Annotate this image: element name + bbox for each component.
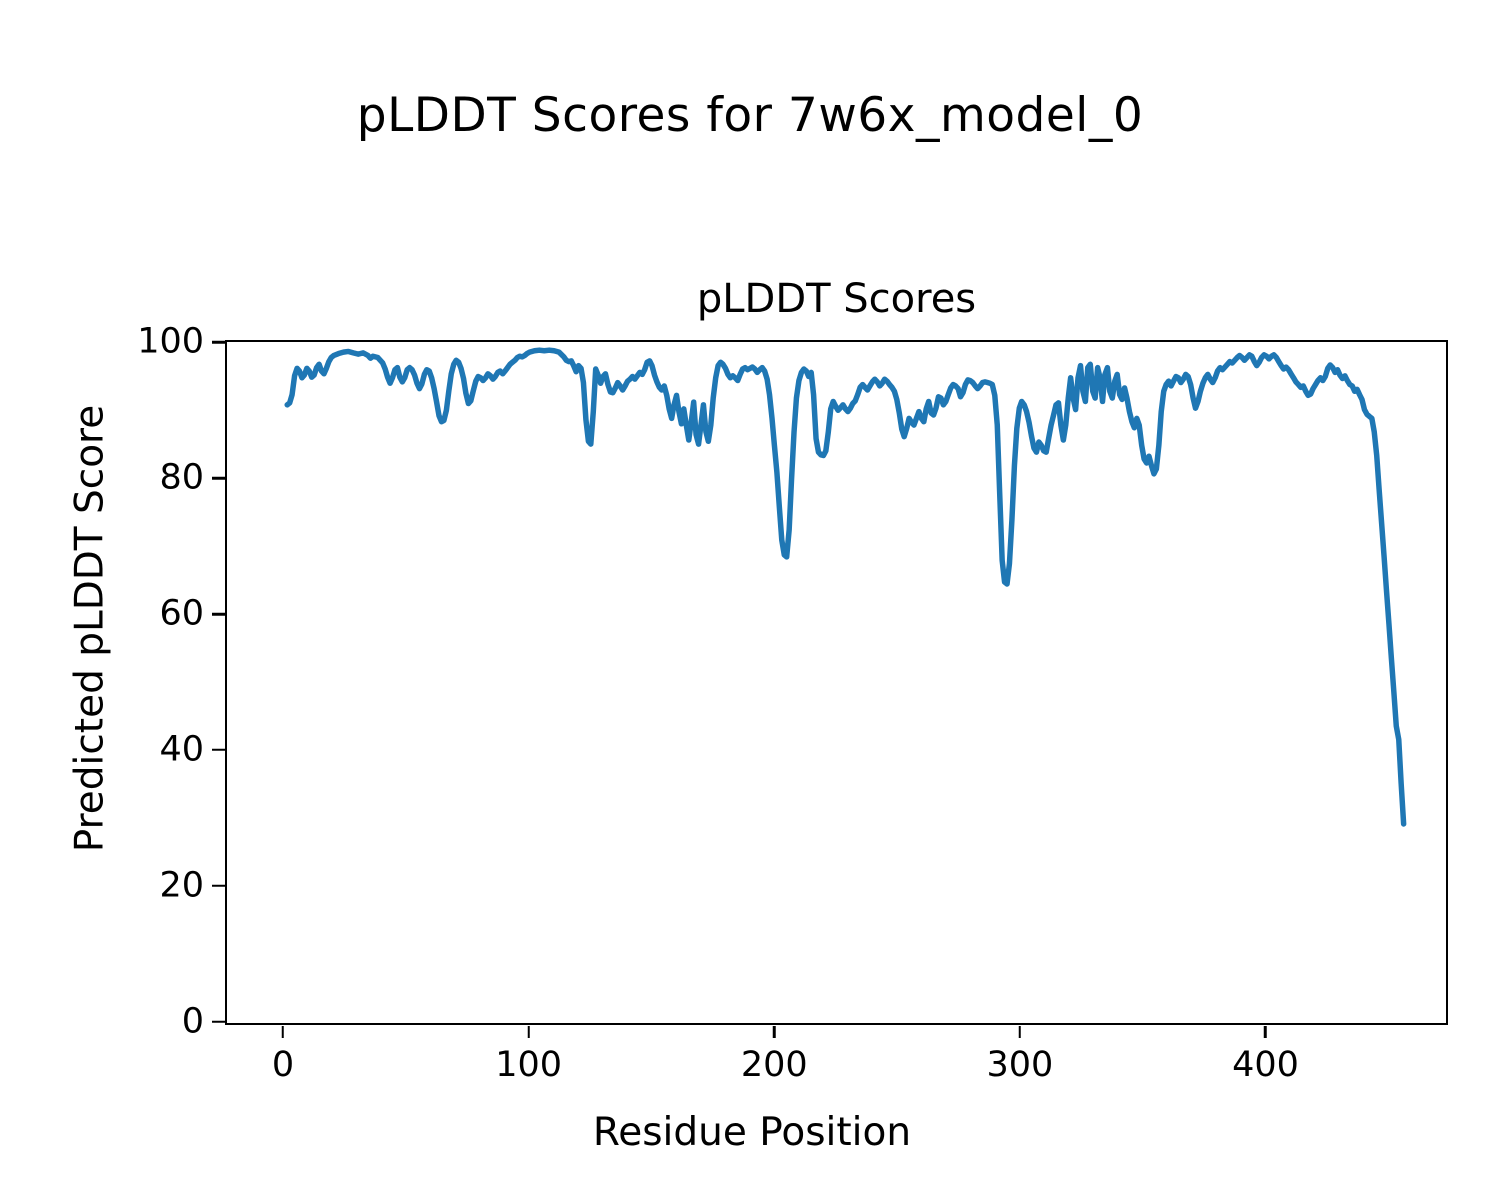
y-tick-label: 40 xyxy=(159,729,204,770)
y-tick-mark xyxy=(212,612,225,616)
y-tick-mark xyxy=(212,340,225,344)
y-tick-label: 100 xyxy=(137,321,204,362)
x-tick-label: 300 xyxy=(986,1045,1054,1085)
figure-title: pLDDT Scores for 7w6x_model_0 xyxy=(356,88,1144,143)
plddt-line xyxy=(284,347,1407,827)
plot-area xyxy=(225,340,1448,1025)
x-tick-label: 200 xyxy=(740,1045,808,1085)
axes-title: pLDDT Scores xyxy=(696,276,977,322)
y-tick-label: 80 xyxy=(159,457,204,498)
x-tick-mark xyxy=(281,1026,285,1038)
y-tick-mark xyxy=(212,884,225,888)
x-tick-mark xyxy=(1018,1026,1022,1038)
x-tick-mark xyxy=(772,1026,776,1038)
x-axis-label: Residue Position xyxy=(592,1110,912,1155)
y-tick-label: 20 xyxy=(159,865,204,906)
y-tick-label: 0 xyxy=(181,1001,204,1042)
y-tick-mark xyxy=(212,1020,225,1024)
plot-canvas xyxy=(284,347,1407,827)
y-tick-mark xyxy=(212,748,225,752)
x-tick-mark xyxy=(527,1026,530,1038)
y-tick-label: 60 xyxy=(159,593,204,634)
x-tick-label: 0 xyxy=(271,1045,295,1085)
x-tick-label: 400 xyxy=(1232,1045,1299,1085)
x-tick-label: 100 xyxy=(495,1045,562,1085)
x-tick-mark xyxy=(1264,1026,1267,1038)
y-tick-mark xyxy=(212,476,225,480)
